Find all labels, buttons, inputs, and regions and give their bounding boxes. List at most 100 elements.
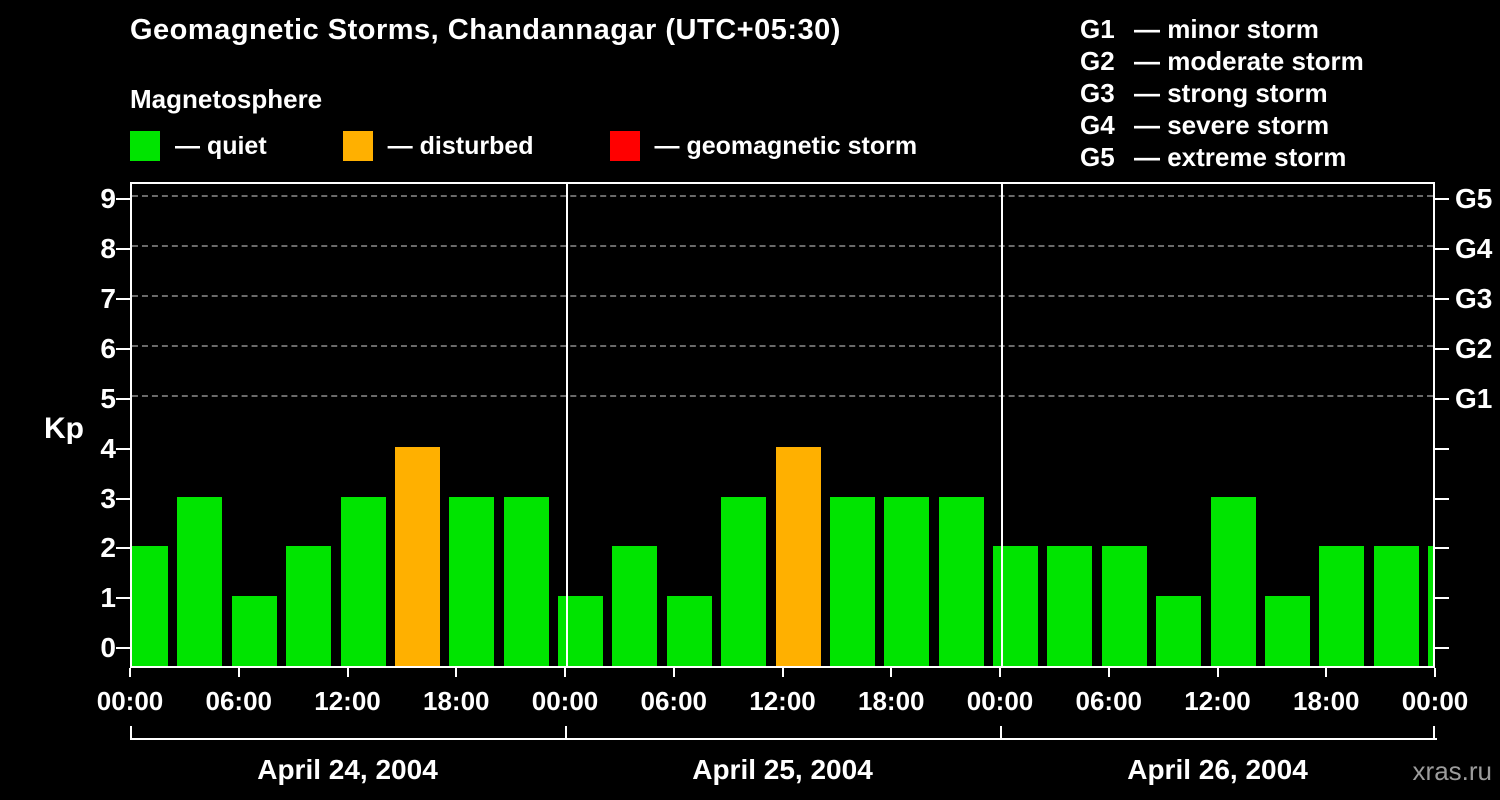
ytick-mark-left — [116, 597, 130, 600]
legend-item-geomagnetic-storm: — geomagnetic storm — [609, 131, 917, 161]
storm-scale-label: — strong storm — [1134, 78, 1328, 108]
storm-scale-label: — minor storm — [1134, 14, 1319, 44]
kp-bar — [449, 496, 495, 666]
y-axis-label: Kp — [44, 412, 84, 445]
geomagnetic-storm-swatch — [609, 131, 640, 161]
ytick-mark-left — [116, 298, 130, 301]
ytick-label-0: 0 — [100, 632, 116, 664]
ytick-mark-right — [1435, 447, 1449, 450]
xtick-mark — [672, 668, 675, 677]
kp-bar — [558, 596, 603, 666]
kp-bar — [829, 496, 875, 666]
gridline-kp-9 — [132, 195, 1433, 198]
g-axis-label-g2: G2 — [1455, 332, 1493, 364]
kp-bar — [1210, 496, 1256, 666]
day-boundary-line — [1001, 184, 1003, 666]
storm-scale-row-g1: G1 — minor storm — [1080, 13, 1364, 45]
date-label: April 26, 2004 — [1127, 754, 1308, 785]
watermark: xras.ru — [1412, 756, 1492, 786]
kp-color-legend: — quiet — disturbed — geomagnetic storm — [130, 131, 917, 161]
storm-scale-code: G5 — [1080, 142, 1115, 172]
ytick-mark-left — [116, 198, 130, 201]
day-bracket-tick — [565, 726, 567, 740]
kp-bar — [775, 446, 821, 666]
kp-bar — [394, 446, 440, 666]
xtick-mark — [890, 668, 893, 677]
xtick-mark — [1107, 668, 1110, 677]
date-label: April 24, 2004 — [257, 754, 438, 785]
kp-bar — [612, 546, 658, 666]
ytick-label-8: 8 — [100, 233, 116, 265]
kp-bar — [1373, 546, 1419, 666]
xtick-mark — [1434, 668, 1436, 677]
xtick-label: 12:00 — [314, 686, 381, 716]
chart-title: Geomagnetic Storms, Chandannagar (UTC+05… — [130, 14, 841, 46]
storm-scale-code: G3 — [1080, 78, 1115, 108]
ytick-mark-right — [1435, 647, 1449, 650]
legend-item-disturbed: — disturbed — [342, 131, 534, 161]
xtick-mark — [237, 668, 240, 677]
plot-area — [130, 182, 1435, 668]
day-bracket-tick — [1000, 726, 1002, 740]
ytick-mark-left — [116, 497, 130, 500]
kp-bar — [1156, 596, 1202, 666]
ytick-label-4: 4 — [100, 432, 116, 464]
kp-bar — [231, 596, 277, 666]
gridline-kp-7 — [132, 295, 1433, 298]
xtick-mark — [346, 668, 349, 677]
xtick-label: 00:00 — [966, 686, 1034, 716]
ytick-mark-right — [1435, 347, 1449, 350]
gridline-kp-5 — [132, 394, 1433, 397]
xtick-mark — [1325, 668, 1328, 677]
legend-item-quiet: — quiet — [130, 131, 267, 161]
xtick-mark — [1216, 668, 1219, 677]
storm-scale-label: — extreme storm — [1134, 142, 1347, 172]
storm-scale-code: G1 — [1080, 14, 1115, 44]
storm-scale-row-g2: G2 — moderate storm — [1080, 45, 1364, 77]
disturbed-swatch — [342, 131, 373, 161]
kp-bar — [1319, 546, 1365, 666]
ytick-mark-left — [116, 647, 130, 650]
xtick-mark — [564, 668, 566, 677]
kp-bar — [132, 546, 168, 666]
g-axis-label-g3: G3 — [1455, 283, 1493, 315]
ytick-mark-right — [1435, 597, 1449, 600]
ytick-label-5: 5 — [100, 382, 116, 414]
xtick-mark — [999, 668, 1001, 677]
ytick-label-7: 7 — [100, 283, 116, 315]
kp-bar — [1101, 546, 1147, 666]
xtick-label: 06:00 — [640, 686, 708, 716]
xtick-mark — [129, 668, 131, 677]
day-boundary-line — [566, 184, 568, 666]
storm-scale-code: G4 — [1080, 110, 1115, 140]
kp-bar — [286, 546, 332, 666]
xtick-label: 18:00 — [1293, 686, 1360, 716]
day-bracket-tick — [1433, 726, 1435, 740]
day-bracket-tick — [130, 726, 132, 740]
g-axis-label-g4: G4 — [1455, 233, 1493, 265]
xtick-mark — [455, 668, 458, 677]
storm-scale-legend: G1 — minor storm G2 — moderate storm G3 — str… — [1080, 13, 1364, 173]
ytick-label-9: 9 — [100, 183, 116, 215]
storm-scale-code: G2 — [1080, 46, 1115, 76]
g-axis-label-g5: G5 — [1455, 183, 1493, 215]
gridline-kp-8 — [132, 245, 1433, 248]
kp-bar — [503, 496, 549, 666]
ytick-label-3: 3 — [100, 482, 116, 514]
xtick-label: 00:00 — [531, 686, 599, 716]
ytick-label-2: 2 — [100, 532, 116, 564]
storm-scale-row-g3: G3 — strong storm — [1080, 77, 1364, 109]
ytick-mark-left — [116, 248, 130, 251]
xtick-label: 06:00 — [205, 686, 273, 716]
legend-label: — quiet — [175, 131, 267, 160]
quiet-swatch — [130, 131, 160, 161]
ytick-mark-left — [116, 347, 130, 350]
ytick-mark-right — [1435, 547, 1449, 550]
day-bracket-line — [130, 738, 1437, 740]
kp-bar — [340, 496, 386, 666]
xtick-mark — [781, 668, 784, 677]
g-axis-label-g1: G1 — [1455, 382, 1493, 414]
ytick-mark-left — [116, 547, 130, 550]
ytick-mark-right — [1435, 198, 1449, 201]
